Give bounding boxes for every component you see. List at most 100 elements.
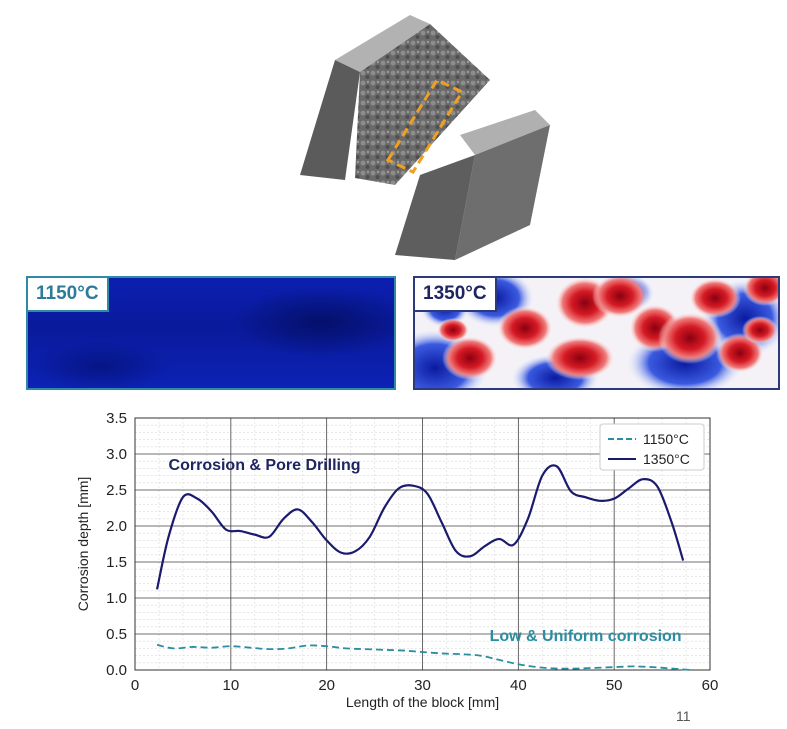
data-point [398,488,399,489]
series-group [155,464,691,671]
data-point [427,493,428,494]
x-axis-label: Length of the block [mm] [346,694,499,710]
data-point [240,530,241,531]
legend-label: 1350°C [643,451,690,467]
annotations: Corrosion & Pore Drilling Low & Uniform c… [169,457,682,645]
y-tick-label: 2.0 [106,518,127,535]
data-point [412,485,413,486]
plot-frame [134,417,711,671]
data-point [345,648,346,649]
data-point [156,589,157,590]
block-corroded-channel [355,24,490,185]
block-right-arm-top [460,110,550,155]
y-tick-label: 1.5 [106,554,127,571]
data-point [182,497,183,498]
data-point [192,646,193,647]
data-point [173,648,174,649]
data-point [422,651,423,652]
heatmap-1350: 1350°C [413,276,780,390]
data-point [556,668,557,669]
data-point [671,668,672,669]
data-point [211,511,212,512]
data-point [499,538,500,539]
y-tick-label: 0.0 [106,662,127,679]
highlight-dashed-box [385,78,465,174]
data-point [340,552,341,553]
data-point [683,560,684,561]
data-point [652,667,653,668]
data-point [628,488,629,489]
data-point [355,551,356,552]
x-tick-label: 30 [414,677,431,694]
data-point [585,497,586,498]
data-point [575,668,576,669]
data-point [479,655,480,656]
data-point [527,518,528,519]
data-point [225,529,226,530]
x-tick-label: 0 [131,677,139,694]
data-point [599,500,600,501]
data-point [657,486,658,487]
data-point [326,646,327,647]
block-back-arm-top [335,15,430,72]
annotation-low-uniform-corrosion: Low & Uniform corrosion [490,628,682,645]
data-point [556,466,557,467]
data-point [518,664,519,665]
x-tick-label: 50 [606,677,623,694]
data-point [312,522,313,523]
heatmap-1350-field [415,278,778,388]
corrosion-depth-chart: 0 10 20 30 40 50 60 0.0 0.5 1.0 1.5 2.0 2.5 3.0 3.5 Len… [75,410,718,710]
data-point [614,667,615,668]
series-line-1 [156,643,691,671]
data-point [297,509,298,510]
data-point [269,536,270,537]
data-point [570,491,571,492]
y-tick-label: 0.5 [106,626,127,643]
data-point [168,536,169,537]
heatmap-1150: 1150°C [26,276,396,390]
block-right-arm-face [455,125,550,260]
data-point [249,647,250,648]
heatmap-label-1150: 1150°C [28,278,109,312]
data-point [269,649,270,650]
data-point [537,667,538,668]
legend: 1150°C 1350°C [599,423,705,471]
data-point [542,475,543,476]
series-line-2 [155,464,685,590]
data-point [369,536,370,537]
data-point [326,540,327,541]
y-tick-label: 2.5 [106,482,127,499]
data-point [633,666,634,667]
data-point [288,648,289,649]
y-tick-label: 3.5 [106,410,127,427]
x-tick-label: 10 [222,677,239,694]
heatmap-label-1350: 1350°C [415,278,497,312]
data-point [211,647,212,648]
data-point [441,522,442,523]
annotation-corrosion-pore-drilling: Corrosion & Pore Drilling [169,457,361,474]
data-point [614,498,615,499]
data-point [283,518,284,519]
data-point [197,498,198,499]
data-point [384,649,385,650]
y-tick-label: 1.0 [106,590,127,607]
refractory-block-illustration [300,15,550,260]
data-point [499,659,500,660]
legend-label: 1150°C [643,431,689,447]
data-point [364,649,365,650]
data-point [513,544,514,545]
data-point [470,556,471,557]
data-point [307,645,308,646]
data-point [690,669,691,670]
y-tick-label: 3.0 [106,446,127,463]
data-point [455,551,456,552]
data-point [441,653,442,654]
data-point [594,667,595,668]
data-point [156,644,157,645]
data-point [642,479,643,480]
x-tick-label: 20 [318,677,335,694]
block-front-face [395,155,475,260]
x-tick-label: 60 [702,677,719,694]
axes: 0 10 20 30 40 50 60 0.0 0.5 1.0 1.5 2.0 2.5 3.0 3.5 Len… [75,410,718,710]
data-point [671,522,672,523]
